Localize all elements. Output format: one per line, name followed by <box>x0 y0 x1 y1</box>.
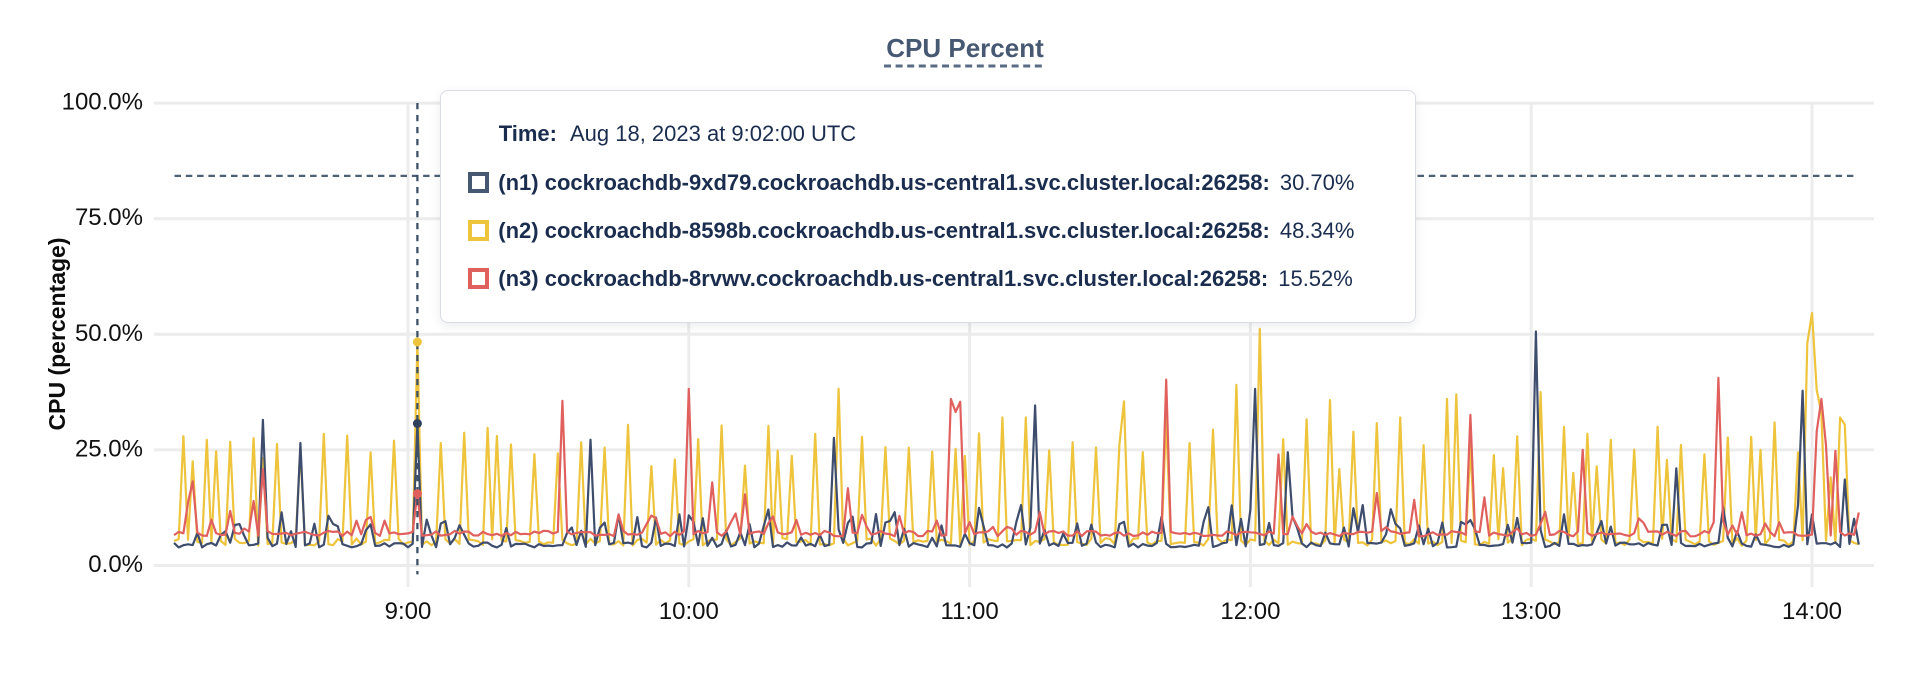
svg-text:50.0%: 50.0% <box>75 320 143 347</box>
svg-text:25.0%: 25.0% <box>75 435 143 462</box>
svg-text:10:00: 10:00 <box>659 598 719 625</box>
svg-text:11:00: 11:00 <box>940 598 998 625</box>
svg-text:100.0%: 100.0% <box>62 89 143 116</box>
svg-text:14:00: 14:00 <box>1782 598 1842 625</box>
svg-text:9:00: 9:00 <box>385 598 432 625</box>
svg-text:75.0%: 75.0% <box>75 204 143 231</box>
svg-text:0.0%: 0.0% <box>88 551 143 578</box>
svg-text:CPU (percentage): CPU (percentage) <box>44 238 70 431</box>
svg-text:13:00: 13:00 <box>1501 598 1561 625</box>
svg-text:12:00: 12:00 <box>1220 598 1280 625</box>
